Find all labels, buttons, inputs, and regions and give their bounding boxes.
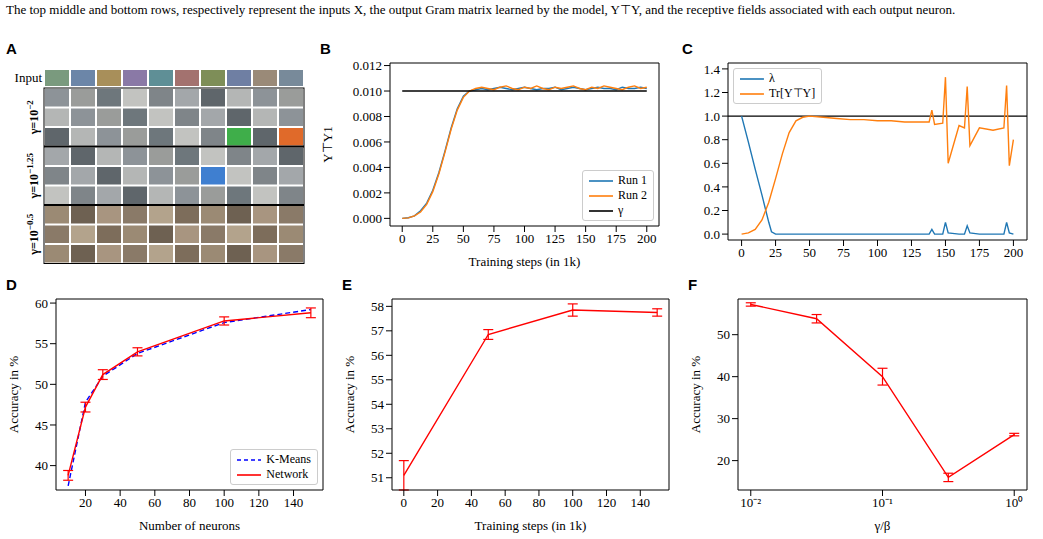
- svg-text:Y⊤Y1: Y⊤Y1: [320, 126, 335, 162]
- svg-text:γ=10−2: γ=10−2: [25, 100, 41, 136]
- svg-text:51: 51: [371, 470, 384, 485]
- svg-text:40: 40: [35, 458, 48, 473]
- svg-text:57: 57: [371, 323, 385, 338]
- svg-text:γ=10−0.5: γ=10−0.5: [25, 213, 41, 255]
- html-text:Network: Network: [266, 467, 309, 481]
- svg-text:100: 100: [214, 495, 234, 510]
- svg-text:80: 80: [532, 495, 545, 510]
- svg-text:40: 40: [717, 369, 730, 384]
- svg-text:55: 55: [35, 336, 48, 351]
- svg-text:γ=10−1.25: γ=10−1.25: [25, 153, 41, 200]
- svg-text:100: 100: [563, 495, 583, 510]
- svg-text:100: 100: [515, 231, 535, 246]
- svg-text:80: 80: [183, 495, 196, 510]
- svg-text:120: 120: [249, 495, 269, 510]
- svg-text:0.012: 0.012: [353, 58, 382, 73]
- svg-text:150: 150: [576, 231, 596, 246]
- html-text:The top middle and bottom rows: The top middle and bottom rows, respecti…: [6, 2, 956, 17]
- svg-text:Accuracy in %: Accuracy in %: [342, 356, 357, 433]
- html-text:Run 2: Run 2: [618, 188, 647, 202]
- svg-text:Input: Input: [15, 70, 43, 85]
- svg-text:0.008: 0.008: [353, 109, 382, 124]
- html-text:D: D: [6, 276, 17, 293]
- svg-text:20: 20: [431, 495, 444, 510]
- svg-text:58: 58: [371, 299, 384, 314]
- svg-text:60: 60: [35, 296, 48, 311]
- svg-text:1.4: 1.4: [704, 62, 721, 77]
- svg-text:Number of neurons: Number of neurons: [139, 518, 240, 533]
- html-text:B: B: [320, 40, 331, 57]
- html-text:E: E: [342, 276, 352, 293]
- svg-text:0.4: 0.4: [704, 180, 721, 195]
- svg-text:20: 20: [79, 495, 92, 510]
- svg-text:50: 50: [35, 377, 48, 392]
- svg-text:125: 125: [545, 231, 565, 246]
- html-text:F: F: [688, 276, 698, 293]
- svg-text:20: 20: [717, 453, 730, 468]
- svg-text:0.004: 0.004: [353, 160, 383, 175]
- svg-text:60: 60: [148, 495, 161, 510]
- svg-text:Training steps (in 1k): Training steps (in 1k): [475, 518, 587, 533]
- svg-text:0.8: 0.8: [704, 132, 720, 147]
- svg-text:10⁻¹: 10⁻¹: [872, 495, 893, 510]
- svg-text:56: 56: [371, 348, 385, 363]
- html-text:K-Means: K-Means: [266, 452, 311, 466]
- svg-text:175: 175: [970, 245, 990, 260]
- svg-text:25: 25: [426, 231, 439, 246]
- svg-text:0.2: 0.2: [704, 203, 720, 218]
- svg-text:150: 150: [936, 245, 956, 260]
- html-text:Run 1: Run 1: [618, 173, 647, 187]
- svg-text:Accuracy in %: Accuracy in %: [6, 356, 21, 433]
- svg-text:175: 175: [606, 231, 626, 246]
- html-text:A: A: [6, 40, 17, 57]
- svg-text:75: 75: [487, 231, 500, 246]
- svg-text:10⁻²: 10⁻²: [740, 495, 761, 510]
- svg-text:1.2: 1.2: [704, 85, 720, 100]
- svg-text:0.010: 0.010: [353, 84, 382, 99]
- svg-text:140: 140: [631, 495, 651, 510]
- svg-text:Accuracy in %: Accuracy in %: [688, 356, 703, 433]
- html-text:Tr[Y⊤Y]: Tr[Y⊤Y]: [769, 86, 816, 100]
- svg-text:25: 25: [769, 245, 782, 260]
- html-text:λ: λ: [769, 71, 775, 85]
- svg-text:140: 140: [284, 495, 304, 510]
- svg-text:60: 60: [499, 495, 512, 510]
- svg-text:125: 125: [902, 245, 922, 260]
- svg-text:75: 75: [837, 245, 850, 260]
- svg-text:45: 45: [35, 418, 48, 433]
- html-text:γ: γ: [618, 203, 624, 217]
- svg-text:γ/β: γ/β: [874, 518, 891, 533]
- svg-text:10⁰: 10⁰: [1005, 495, 1023, 510]
- svg-text:200: 200: [637, 231, 657, 246]
- svg-text:200: 200: [1004, 245, 1024, 260]
- svg-text:0.000: 0.000: [353, 211, 382, 226]
- svg-text:120: 120: [597, 495, 617, 510]
- svg-text:0: 0: [401, 495, 408, 510]
- svg-text:50: 50: [717, 327, 730, 342]
- svg-text:53: 53: [371, 421, 384, 436]
- svg-text:52: 52: [371, 446, 384, 461]
- svg-text:30: 30: [717, 411, 730, 426]
- svg-text:50: 50: [457, 231, 470, 246]
- svg-text:0.006: 0.006: [353, 135, 383, 150]
- svg-text:0.002: 0.002: [353, 186, 382, 201]
- svg-text:0: 0: [399, 231, 406, 246]
- svg-text:100: 100: [868, 245, 888, 260]
- svg-text:40: 40: [465, 495, 478, 510]
- svg-text:0.6: 0.6: [704, 156, 721, 171]
- html-text:C: C: [682, 40, 693, 57]
- svg-text:Training steps (in 1k): Training steps (in 1k): [469, 254, 581, 269]
- svg-text:50: 50: [803, 245, 816, 260]
- svg-text:0.0: 0.0: [704, 227, 720, 242]
- svg-text:1.0: 1.0: [704, 109, 720, 124]
- svg-text:0: 0: [738, 245, 745, 260]
- svg-text:55: 55: [371, 372, 384, 387]
- svg-text:54: 54: [371, 397, 385, 412]
- svg-text:40: 40: [114, 495, 127, 510]
